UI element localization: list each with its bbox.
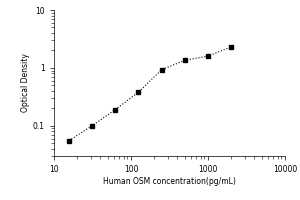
X-axis label: Human OSM concentration(pg/mL): Human OSM concentration(pg/mL) [103, 177, 236, 186]
Y-axis label: Optical Density: Optical Density [21, 54, 30, 112]
